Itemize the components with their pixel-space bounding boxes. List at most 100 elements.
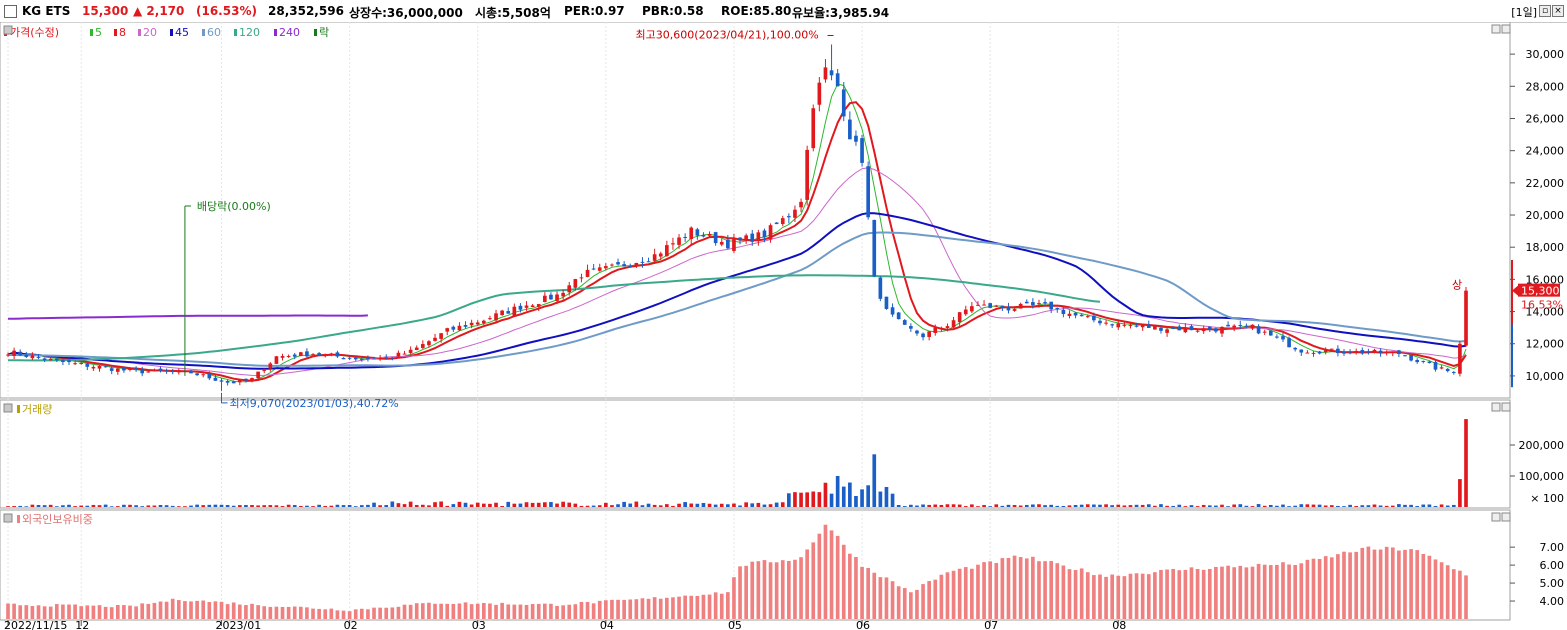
foreign-bar: [1299, 563, 1304, 619]
price-panel-min-button[interactable]: [1491, 24, 1501, 34]
foreign-bar: [1061, 565, 1066, 619]
volume-bar: [1165, 505, 1169, 507]
candle-body: [79, 363, 84, 365]
volume-unit-label: × 100: [1530, 492, 1564, 505]
foreign-bar: [335, 610, 340, 619]
candle-body: [317, 353, 321, 356]
volume-bar: [982, 505, 986, 507]
foreign-bar: [73, 604, 77, 619]
volume-bar: [677, 503, 681, 507]
candle-body: [927, 331, 931, 337]
foreign-bar: [628, 599, 633, 619]
volume-bar: [1146, 504, 1151, 507]
volume-bar: [787, 493, 791, 507]
candle-body: [353, 357, 358, 360]
foreign-bar: [976, 564, 980, 619]
volume-bar: [420, 504, 425, 507]
volume-y-label: 100,000: [1519, 470, 1565, 483]
candle-body: [1006, 307, 1011, 311]
candle-body: [1293, 347, 1298, 350]
foreign-bar: [1268, 565, 1273, 619]
foreign-bar: [1348, 552, 1352, 619]
volume-bar: [73, 506, 77, 507]
foreign-bar: [1140, 573, 1145, 619]
candle-body: [122, 367, 126, 371]
volume-bar: [79, 505, 84, 507]
price-legend-box[interactable]: [3, 25, 13, 35]
foreign-bar: [848, 553, 852, 619]
foreign-bar: [30, 606, 35, 619]
volume-bar: [1226, 506, 1230, 507]
candle-body: [1122, 324, 1127, 326]
period-selector[interactable]: [1일]: [1511, 6, 1537, 19]
candle-body: [1134, 325, 1139, 327]
foreign-bar: [1220, 566, 1224, 619]
volume-bar: [469, 504, 474, 507]
foreign-bar: [1281, 562, 1285, 619]
volume-bar: [286, 504, 291, 507]
foreign-bar: [122, 605, 126, 619]
volume-bar: [1275, 505, 1279, 507]
foreign-bar: [597, 600, 602, 619]
candle-body: [207, 373, 212, 379]
candle-body: [1098, 320, 1102, 324]
header-checkbox[interactable]: [4, 5, 17, 18]
foreign-bar: [311, 608, 315, 619]
volume-bar: [1000, 505, 1005, 507]
volume-bar: [61, 505, 65, 507]
foreign-panel-min-button[interactable]: [1491, 512, 1501, 522]
candle-body: [909, 326, 913, 329]
foreign-bar: [451, 603, 456, 619]
candle-body: [994, 305, 999, 307]
foreign-bar: [1134, 573, 1139, 619]
volume-bar: [1189, 505, 1194, 507]
foreign-bar: [1098, 574, 1102, 619]
volume-bar: [1366, 505, 1371, 507]
volume-bar: [402, 504, 407, 507]
price-y-label: 18,000: [1526, 241, 1565, 254]
candle-body: [878, 277, 883, 299]
price-panel-close-button[interactable]: [1501, 24, 1511, 34]
restore-icon[interactable]: ▫: [1539, 5, 1551, 17]
candle-body: [799, 201, 803, 208]
foreign-bar: [1226, 565, 1230, 619]
legend-item-4: 60: [207, 26, 221, 39]
volume-bar: [561, 501, 565, 507]
volume-bar: [1037, 504, 1041, 507]
volume-bar: [793, 492, 797, 507]
volume-bar: [738, 505, 742, 507]
foreign-bar: [1323, 556, 1328, 619]
foreign-bar: [988, 561, 992, 619]
volume-panel-close-button[interactable]: [1501, 402, 1511, 412]
ma-240-line: [7, 314, 368, 320]
foreign-legend: 외국인보유비중: [3, 513, 93, 526]
candle-body: [335, 352, 340, 357]
candle-body: [262, 370, 267, 372]
legend-swatch-2: [138, 29, 141, 36]
candle-body: [244, 378, 248, 381]
x-tick-label: 07: [984, 619, 998, 630]
stock-chart[interactable]: 10,000 12,000 14,000 16,000 18,000 20,000 22,0…: [0, 22, 1567, 630]
candle-body: [1116, 323, 1121, 328]
foreign-bar: [860, 566, 864, 619]
price-y-label: 14,000: [1526, 306, 1565, 319]
foreign-bar: [915, 589, 919, 619]
foreign-bar: [780, 560, 785, 619]
candle-body: [103, 366, 108, 368]
candle-body: [707, 234, 712, 236]
foreign-panel-close-button[interactable]: [1501, 512, 1511, 522]
volume-bar: [317, 504, 321, 507]
foreign-bar: [1403, 549, 1407, 619]
chart-header: KG ETS 15,300 ▲ 2,170 (16.53%) 28,352,59…: [0, 0, 1567, 23]
foreign-bar: [1049, 561, 1054, 619]
foreign-bar: [372, 607, 376, 619]
volume-bar: [915, 505, 919, 507]
candle-body: [237, 380, 242, 383]
candle-body: [311, 354, 315, 356]
candle-body: [91, 366, 96, 369]
volume-panel-min-button[interactable]: [1491, 402, 1501, 412]
close-icon[interactable]: ×: [1552, 5, 1564, 17]
volume-bar: [1421, 504, 1426, 507]
volume-bar: [256, 505, 260, 507]
volume-bar: [732, 503, 736, 507]
